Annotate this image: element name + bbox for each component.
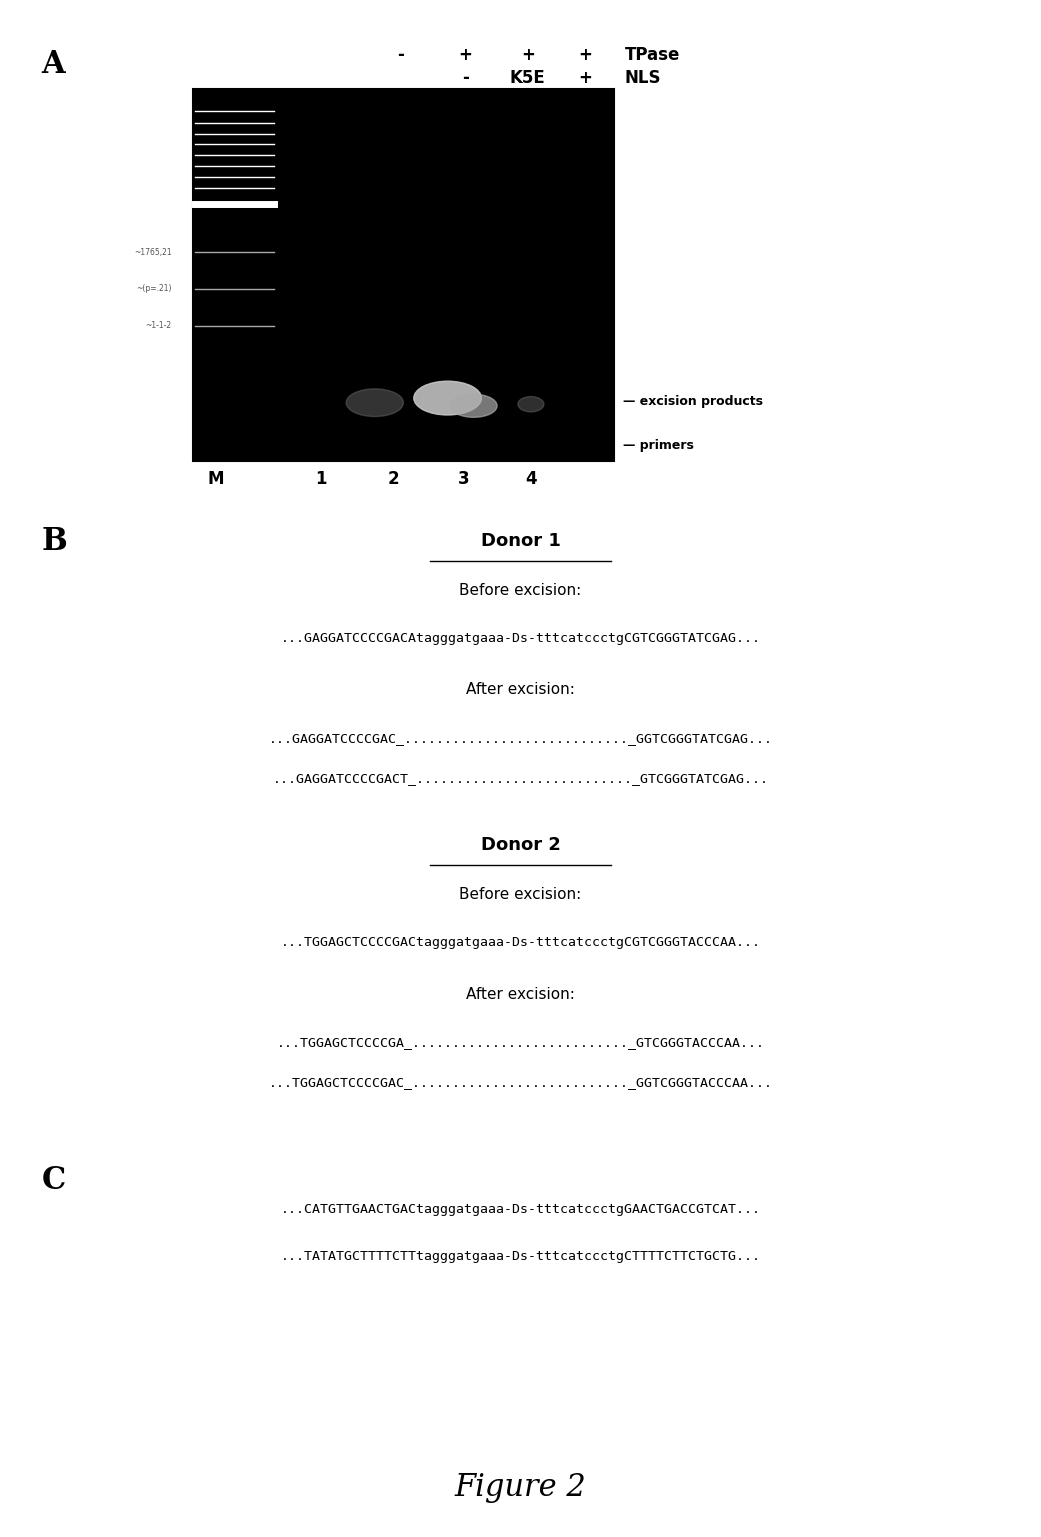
Text: -: - <box>462 69 468 88</box>
Text: Before excision:: Before excision: <box>459 887 582 902</box>
Ellipse shape <box>346 389 404 417</box>
Text: ...CATGTTGAACTGACtagggatgaaa-Ds-tttcatccctgGAACTGACCGTCAT...: ...CATGTTGAACTGACtagggatgaaa-Ds-tttcatcc… <box>280 1203 761 1216</box>
Text: ...TGGAGCTCCCCGAC_..........................._GGTCGGGTACCCAA...: ...TGGAGCTCCCCGAC_......................… <box>269 1076 772 1088</box>
Ellipse shape <box>450 395 498 417</box>
Text: — primers: — primers <box>623 440 693 452</box>
Text: ...GAGGATCCCCGAC_............................_GGTCGGGTATCGAG...: ...GAGGATCCCCGAC_.......................… <box>269 732 772 744</box>
FancyBboxPatch shape <box>193 89 614 461</box>
Text: -: - <box>398 46 404 65</box>
Text: 4: 4 <box>525 470 537 489</box>
Text: TPase: TPase <box>625 46 680 65</box>
Text: A: A <box>42 49 66 80</box>
Text: B: B <box>42 526 68 556</box>
Text: +: + <box>458 46 473 65</box>
Text: +: + <box>578 46 592 65</box>
Text: Donor 2: Donor 2 <box>481 836 560 855</box>
Text: +: + <box>520 46 535 65</box>
Text: Figure 2: Figure 2 <box>455 1472 586 1503</box>
Text: ...GAGGATCCCCGACAtagggatgaaa-Ds-tttcatccctgCGTCGGGTATCGAG...: ...GAGGATCCCCGACAtagggatgaaa-Ds-tttcatcc… <box>280 632 761 644</box>
Text: ...TATATGCTTTTCTTtagggatgaaa-Ds-tttcatccctgCTTTTCTTCTGCTG...: ...TATATGCTTTTCTTtagggatgaaa-Ds-tttcatcc… <box>280 1250 761 1262</box>
Text: 3: 3 <box>457 470 469 489</box>
Text: After excision:: After excision: <box>466 987 575 1002</box>
Text: M: M <box>207 470 224 489</box>
Text: After excision:: After excision: <box>466 682 575 698</box>
Text: ~1765,21: ~1765,21 <box>134 247 172 257</box>
Text: K5E: K5E <box>510 69 545 88</box>
Text: ~1-1-2: ~1-1-2 <box>146 321 172 330</box>
Text: ...TGGAGCTCCCCGA_..........................._GTCGGGTACCCAA...: ...TGGAGCTCCCCGA_.......................… <box>277 1036 764 1048</box>
Text: ~(p=.21): ~(p=.21) <box>136 284 172 294</box>
Text: ...TGGAGCTCCCCGACtagggatgaaa-Ds-tttcatccctgCGTCGGGTACCCAA...: ...TGGAGCTCCCCGACtagggatgaaa-Ds-tttcatcc… <box>280 936 761 948</box>
Ellipse shape <box>517 397 543 412</box>
Text: 2: 2 <box>387 470 400 489</box>
Text: — excision products: — excision products <box>623 395 762 407</box>
Ellipse shape <box>414 381 481 415</box>
Text: 1: 1 <box>314 470 327 489</box>
Text: +: + <box>578 69 592 88</box>
Text: C: C <box>42 1165 66 1196</box>
Text: ...GAGGATCCCCGACT_..........................._GTCGGGTATCGAG...: ...GAGGATCCCCGACT_......................… <box>273 772 768 784</box>
Text: Donor 1: Donor 1 <box>481 532 560 550</box>
Text: Before excision:: Before excision: <box>459 583 582 598</box>
Text: NLS: NLS <box>625 69 661 88</box>
